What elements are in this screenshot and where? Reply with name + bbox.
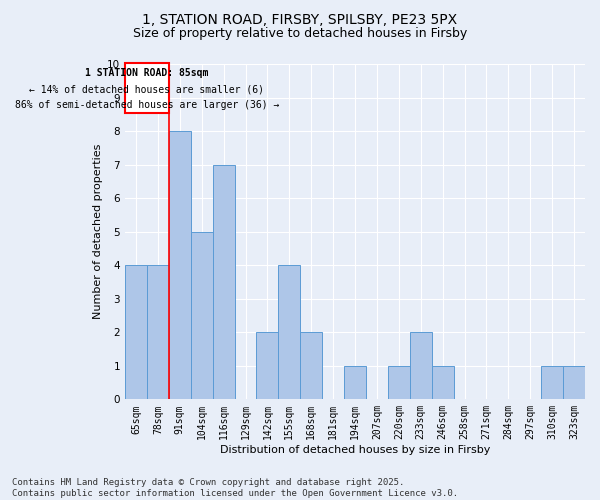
Text: 86% of semi-detached houses are larger (36) →: 86% of semi-detached houses are larger (… <box>15 100 279 110</box>
Bar <box>256 332 278 400</box>
Text: Size of property relative to detached houses in Firsby: Size of property relative to detached ho… <box>133 28 467 40</box>
Text: Contains HM Land Registry data © Crown copyright and database right 2025.
Contai: Contains HM Land Registry data © Crown c… <box>12 478 458 498</box>
Y-axis label: Number of detached properties: Number of detached properties <box>93 144 103 320</box>
Bar <box>344 366 366 400</box>
Bar <box>431 366 454 400</box>
Bar <box>563 366 585 400</box>
Bar <box>388 366 410 400</box>
Bar <box>147 265 169 400</box>
Bar <box>125 64 169 112</box>
Bar <box>278 265 300 400</box>
Bar <box>191 232 212 400</box>
Text: 1, STATION ROAD, FIRSBY, SPILSBY, PE23 5PX: 1, STATION ROAD, FIRSBY, SPILSBY, PE23 5… <box>142 12 458 26</box>
Bar <box>125 265 147 400</box>
Bar <box>212 164 235 400</box>
Bar <box>300 332 322 400</box>
Bar <box>541 366 563 400</box>
Text: 1 STATION ROAD: 85sqm: 1 STATION ROAD: 85sqm <box>85 68 209 78</box>
Bar <box>410 332 431 400</box>
Bar <box>169 131 191 400</box>
X-axis label: Distribution of detached houses by size in Firsby: Distribution of detached houses by size … <box>220 445 490 455</box>
Text: ← 14% of detached houses are smaller (6): ← 14% of detached houses are smaller (6) <box>29 84 265 94</box>
